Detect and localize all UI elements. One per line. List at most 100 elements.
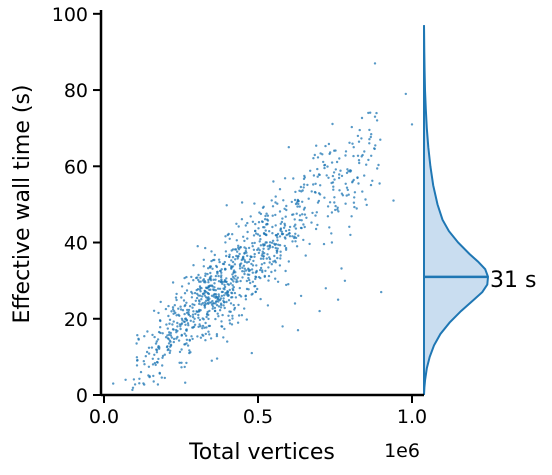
scatter-point [236, 255, 240, 258]
scatter-point [231, 233, 234, 236]
scatter-point [331, 122, 334, 126]
scatter-point [296, 198, 300, 202]
scatter-point [197, 316, 200, 319]
scatter-point [284, 246, 288, 250]
scatter-point [237, 225, 240, 228]
scatter-point [204, 281, 207, 284]
scatter-point [337, 176, 341, 180]
scatter-point [222, 297, 225, 300]
scatter-point [214, 274, 218, 278]
scatter-point [348, 225, 351, 228]
scatter-point [225, 277, 228, 280]
scatter-point [265, 212, 268, 215]
scatter-point [214, 278, 217, 281]
scatter-point [314, 227, 318, 231]
scatter-point [189, 315, 192, 318]
scatter-point [404, 92, 407, 96]
scatter-point [266, 222, 269, 226]
scatter-point [274, 261, 277, 264]
scatter-point [223, 279, 227, 282]
y-tick-label: 20 [64, 309, 88, 331]
scatter-point [171, 281, 175, 284]
scatter-point [373, 62, 377, 65]
scatter-point [168, 339, 171, 342]
scatter-point [179, 325, 182, 328]
scatter-point [262, 244, 265, 247]
scatter-point [265, 241, 268, 244]
scatter-point [251, 220, 255, 223]
scatter-point [166, 334, 169, 337]
scatter-point [196, 245, 199, 248]
scatter-point [220, 294, 224, 298]
scatter-point [203, 306, 207, 309]
scatter-point [256, 233, 260, 236]
x-axis-label: Total vertices [188, 440, 335, 465]
scatter-point [234, 258, 237, 261]
scatter-point [198, 280, 201, 283]
scatter-point [301, 213, 304, 216]
scatter-point [339, 169, 342, 172]
x-tick-label: 1.0 [397, 406, 427, 428]
scatter-point [155, 348, 159, 352]
scatter-point [340, 267, 343, 270]
y-tick-label: 40 [64, 233, 88, 255]
scatter-point [190, 275, 193, 279]
scatter-point [346, 188, 349, 192]
scatter-point [208, 301, 211, 304]
scatter-point [249, 255, 252, 258]
scatter-point [180, 285, 184, 288]
scatter-point [270, 270, 273, 274]
scatter-point [145, 350, 149, 354]
scatter-point [296, 205, 299, 208]
scatter-point [267, 247, 270, 251]
scatter-point [138, 377, 141, 380]
scatter-point [267, 266, 270, 269]
scatter-point [247, 260, 250, 264]
scatter-point [180, 333, 183, 337]
scatter-point [316, 175, 319, 178]
scatter-point [271, 245, 274, 249]
scatter-point [224, 235, 227, 238]
scatter-point [190, 335, 193, 338]
scatter-point [294, 240, 297, 243]
scatter-point [208, 324, 212, 328]
scatter-point [136, 359, 139, 362]
scatter-point [263, 261, 266, 265]
scatter-point [239, 279, 242, 283]
scatter-point [356, 176, 359, 180]
scatter-point [227, 294, 230, 297]
scatter-point [170, 310, 173, 313]
scatter-point [183, 365, 186, 369]
scatter-point [228, 253, 231, 256]
scatter-point [303, 213, 307, 216]
scatter-point [333, 196, 336, 199]
scatter-point [168, 333, 171, 336]
scatter-point [167, 314, 170, 318]
scatter-point [349, 233, 352, 237]
scatter-point [245, 318, 248, 321]
scatter-point [256, 287, 259, 291]
scatter-point [313, 190, 317, 194]
scatter-point [352, 154, 355, 158]
scatter-point [187, 313, 190, 316]
scatter-point [360, 116, 364, 120]
scatter-point [187, 282, 190, 285]
scatter-point [175, 314, 178, 317]
scatter-point [193, 323, 197, 326]
scatter-point [199, 290, 202, 293]
scatter-point [363, 150, 366, 153]
scatter-point [264, 269, 267, 273]
scatter-point [369, 111, 372, 114]
scatter-point [252, 234, 256, 237]
scatter-point [288, 228, 291, 232]
scatter-point [186, 344, 190, 347]
scatter-point [259, 257, 263, 260]
scatter-point [242, 264, 246, 267]
scatter-point [331, 174, 335, 178]
scatter-point [375, 119, 379, 122]
scatter-point [314, 182, 317, 185]
scatter-point [325, 174, 328, 177]
scatter-point [220, 280, 223, 283]
scatter-point [211, 285, 214, 288]
scatter-point [287, 283, 290, 286]
